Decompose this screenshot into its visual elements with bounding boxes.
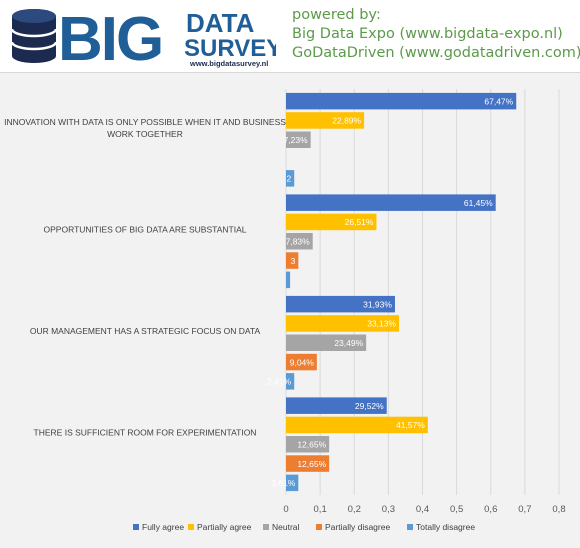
x-tick-label: 0,8 xyxy=(552,504,565,515)
bar xyxy=(286,315,400,332)
legend-swatch xyxy=(263,524,269,530)
bar xyxy=(286,131,311,148)
x-tick-label: 0,7 xyxy=(518,504,531,515)
bar xyxy=(286,252,299,269)
bar xyxy=(286,213,377,231)
bar-chart: 0 0,1 0,2 0,3 0,4 0,5 0,6 0,7 0,8 67,47% 22,89% 7,2… xyxy=(4,89,566,532)
x-tick-label: 0,6 xyxy=(484,504,497,515)
legend-swatch xyxy=(188,524,194,530)
powered-by-label: powered by: xyxy=(292,7,381,23)
data-label: 7,23% xyxy=(284,135,309,145)
legend-label: Partially agree xyxy=(197,522,252,532)
data-label: 61,45% xyxy=(464,198,493,208)
bar xyxy=(286,373,295,390)
category-label: OUR MANAGEMENT HAS A STRATEGIC FOCUS ON … xyxy=(30,326,261,336)
x-tick-label: 0,5 xyxy=(450,504,463,515)
legend-swatch xyxy=(133,524,139,530)
database-icon xyxy=(10,9,58,63)
data-label: 2,41% xyxy=(267,377,292,387)
data-label: 12,65% xyxy=(297,439,326,449)
legend-label: Totally disagree xyxy=(416,522,475,532)
category-label: OPPORTUNITIES OF BIG DATA ARE SUBSTANTIA… xyxy=(44,224,247,234)
legend-label: Fully agree xyxy=(142,522,184,532)
data-label: 9,04% xyxy=(290,357,315,367)
big-data-survey-logo: BIG DATA SURVEY www.bigdatasurvey.nl xyxy=(10,5,276,68)
logo-big-text: BIG xyxy=(58,5,162,68)
x-tick-label: 0 xyxy=(283,504,288,515)
data-label: 3 xyxy=(291,256,296,266)
chart-area: 0 0,1 0,2 0,3 0,4 0,5 0,6 0,7 0,8 67,47% 22,89% 7,2… xyxy=(0,72,580,548)
legend-label: Neutral xyxy=(272,522,300,532)
data-label: 2 xyxy=(286,174,291,184)
x-tick-label: 0,3 xyxy=(382,504,395,515)
logo-data-text: DATA xyxy=(186,8,255,38)
data-label: 67,47% xyxy=(484,96,513,106)
bar xyxy=(286,353,317,371)
legend-swatch xyxy=(316,524,322,530)
x-tick-label: 0,1 xyxy=(314,504,327,515)
legend-label: Partially disagree xyxy=(325,522,390,532)
data-label: 7,83% xyxy=(286,236,311,246)
bar xyxy=(286,397,387,414)
logo-url-text: www.bigdatasurvey.nl xyxy=(189,59,268,68)
bar xyxy=(286,436,330,453)
bar xyxy=(286,170,295,187)
sponsor-big-data-expo: Big Data Expo (www.bigdata-expo.nl) xyxy=(292,26,563,42)
bar xyxy=(286,112,365,129)
data-label: 33,13% xyxy=(367,319,396,329)
data-label: 3,61% xyxy=(271,478,296,488)
bar xyxy=(286,474,299,492)
bar xyxy=(286,295,395,313)
category-label: INNOVATION WITH DATA IS ONLY POSSIBLE WH… xyxy=(4,117,286,139)
bar xyxy=(286,92,517,110)
bar xyxy=(286,194,496,211)
data-label: 23,49% xyxy=(334,338,363,348)
x-tick-label: 0,2 xyxy=(348,504,361,515)
bar xyxy=(286,455,330,472)
x-tick-label: 0,4 xyxy=(416,504,429,515)
logo-survey-text: SURVEY xyxy=(184,35,276,62)
data-label: 22,89% xyxy=(332,116,361,126)
category-label: THERE IS SUFFICIENT ROOM FOR EXPERIMENTA… xyxy=(34,427,257,437)
data-label: 31,93% xyxy=(363,299,392,309)
bar xyxy=(286,416,428,434)
bar xyxy=(286,334,367,351)
data-label: 29,52% xyxy=(355,401,384,411)
legend-swatch xyxy=(407,524,413,530)
sponsor-godatadriven: GoDataDriven (www.godatadriven.com) xyxy=(292,45,580,61)
bar xyxy=(286,233,313,250)
bar xyxy=(286,271,291,289)
data-label: 12,65% xyxy=(297,459,326,469)
powered-by-block: powered by: Big Data Expo (www.bigdata-e… xyxy=(292,6,580,63)
data-label: 26,51% xyxy=(345,217,374,227)
data-label: 41,57% xyxy=(396,420,425,430)
survey-header: BIG DATA SURVEY www.bigdatasurvey.nl pow… xyxy=(0,0,580,72)
